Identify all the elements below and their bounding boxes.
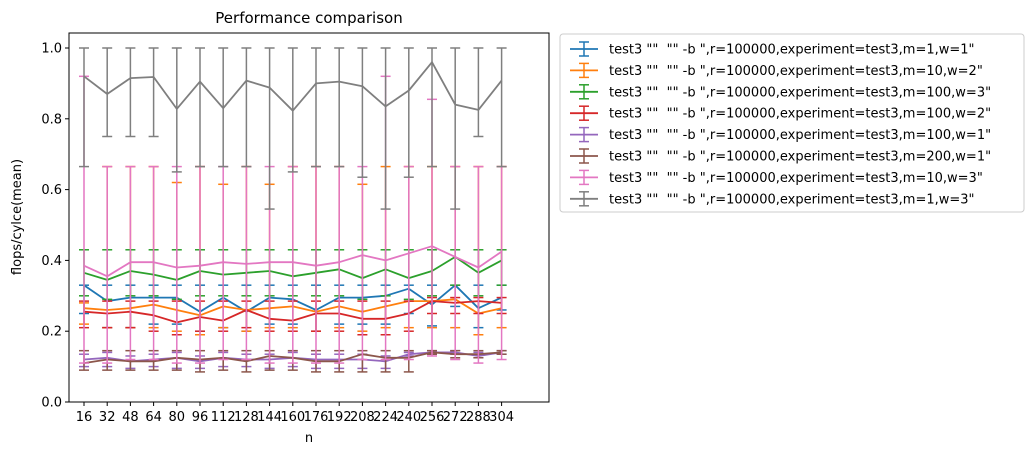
x-tick-label: 48 — [122, 410, 139, 425]
x-tick-label: 288 — [466, 410, 491, 425]
legend-frame — [559, 33, 1025, 213]
series-line — [83, 245, 503, 278]
series-layer — [79, 47, 507, 373]
series-8 — [79, 47, 507, 210]
y-tick-label: 0.6 — [41, 183, 62, 198]
legend-item: test3 "" "" -b ",r=100000,experiment=tes… — [570, 148, 991, 165]
legend-label: test3 "" "" -b ",r=100000,experiment=tes… — [609, 85, 991, 100]
x-tick-label: 144 — [257, 410, 282, 425]
legend-label: test3 "" "" -b ",r=100000,experiment=tes… — [609, 150, 991, 165]
x-tick-label: 128 — [234, 410, 259, 425]
legend-item: test3 "" "" -b ",r=100000,experiment=tes… — [570, 126, 991, 143]
x-tick-label: 304 — [489, 410, 514, 425]
legend-label: test3 "" "" -b ",r=100000,experiment=tes… — [609, 171, 983, 186]
legend-item: test3 "" "" -b ",r=100000,experiment=tes… — [570, 41, 975, 58]
x-tick-label: 272 — [443, 410, 468, 425]
legend-item: test3 "" "" -b ",r=100000,experiment=tes… — [570, 105, 991, 122]
x-tick-label: 256 — [420, 410, 445, 425]
x-tick-label: 224 — [373, 410, 398, 425]
x-tick-label: 240 — [396, 410, 421, 425]
legend-label: test3 "" "" -b ",r=100000,experiment=tes… — [609, 192, 975, 207]
x-tick-label: 64 — [145, 410, 162, 425]
y-tick-label: 0.2 — [41, 325, 62, 340]
chart-title: Performance comparison — [215, 9, 402, 27]
legend-label: test3 "" "" -b ",r=100000,experiment=tes… — [609, 43, 975, 58]
x-tick-label: 160 — [280, 410, 305, 425]
x-tick-label: 192 — [327, 410, 352, 425]
y-tick-label: 1.0 — [41, 42, 62, 57]
x-tick-label: 176 — [304, 410, 329, 425]
x-tick-label: 80 — [169, 410, 186, 425]
y-axis-label: flops/cylce(mean) — [10, 159, 25, 275]
legend-label: test3 "" "" -b ",r=100000,experiment=tes… — [609, 64, 983, 79]
x-tick-label: 112 — [211, 410, 236, 425]
legend-item: test3 "" "" -b ",r=100000,experiment=tes… — [570, 62, 983, 79]
y-tick-label: 0.8 — [41, 112, 62, 127]
x-axis-label: n — [305, 431, 313, 446]
y-tick-label: 0.4 — [41, 254, 62, 269]
legend-label: test3 "" "" -b ",r=100000,experiment=tes… — [609, 128, 991, 143]
y-axis: 0.0 0.2 0.4 0.6 0.8 1.0 — [41, 42, 69, 411]
x-tick-label: 208 — [350, 410, 375, 425]
y-tick-label: 0.0 — [41, 396, 62, 411]
legend: test3 "" "" -b ",r=100000,experiment=tes… — [559, 33, 1025, 213]
x-tick-label: 32 — [99, 410, 116, 425]
series-7 — [79, 75, 507, 364]
x-tick-label: 16 — [76, 410, 93, 425]
plot-frame — [68, 32, 550, 403]
legend-item: test3 "" "" -b ",r=100000,experiment=tes… — [570, 84, 991, 100]
x-axis: 16 32 48 64 80 96 1121281441601761922082242402… — [76, 402, 514, 425]
legend-item: test3 "" "" -b ",r=100000,experiment=tes… — [570, 191, 975, 207]
legend-label: test3 "" "" -b ",r=100000,experiment=tes… — [609, 107, 991, 122]
legend-item: test3 "" "" -b ",r=100000,experiment=tes… — [570, 169, 983, 186]
x-tick-label: 96 — [192, 410, 209, 425]
series-line — [83, 61, 503, 112]
